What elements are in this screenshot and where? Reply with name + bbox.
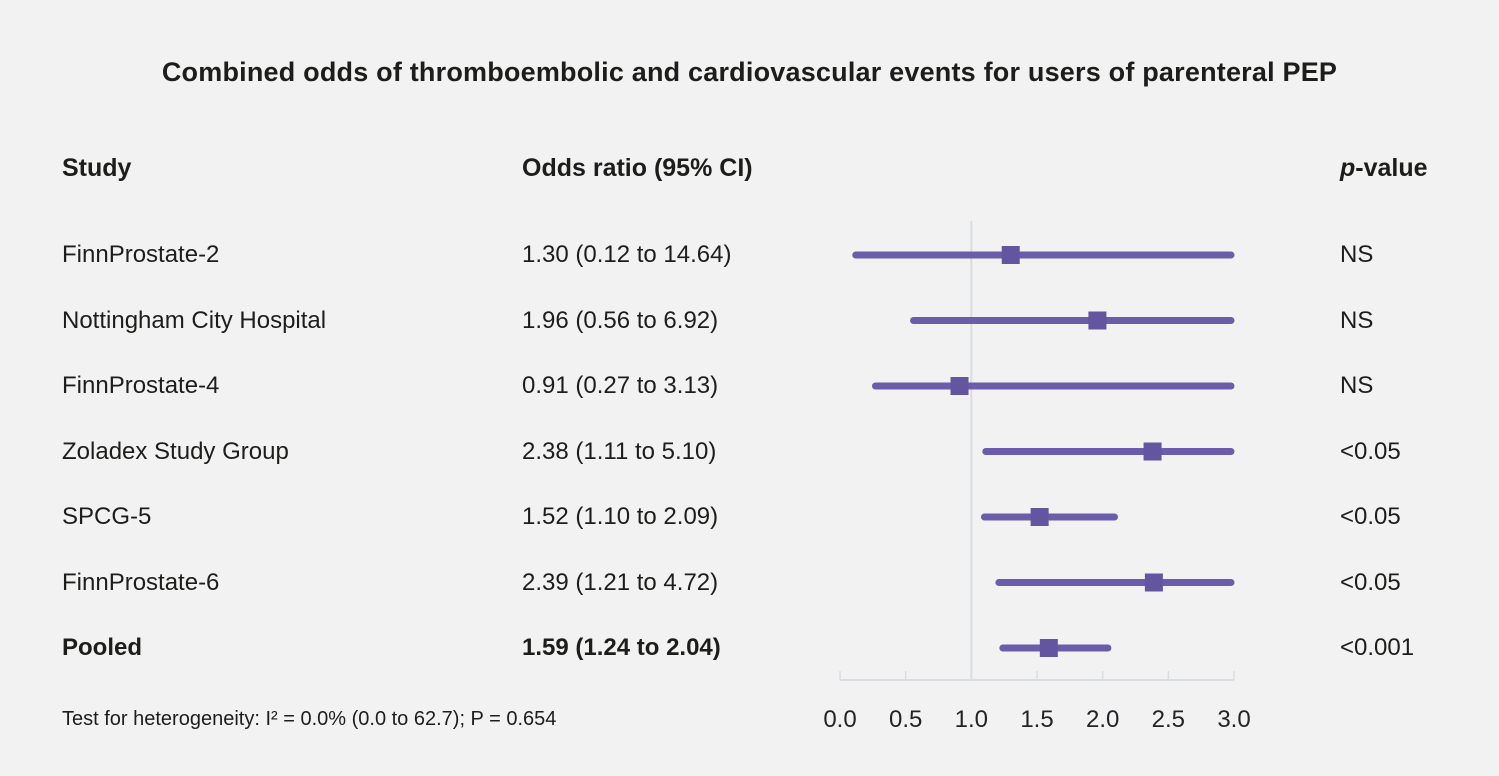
x-tick-label: 0.0 xyxy=(823,706,856,733)
p-value-label: NS xyxy=(1340,306,1374,334)
odds-ratio-label: 2.39 (1.21 to 4.72) xyxy=(522,568,719,596)
odds-ratio-label: 1.96 (0.56 to 6.92) xyxy=(522,306,719,334)
chart-title: Combined odds of thromboembolic and card… xyxy=(161,57,1338,87)
table-row: FinnProstate-4 0.91 (0.27 to 3.13) NS xyxy=(0,371,1499,401)
p-value-label: <0.05 xyxy=(1340,437,1401,465)
table-row: FinnProstate-2 1.30 (0.12 to 14.64) NS xyxy=(0,240,1499,270)
or-marker xyxy=(1088,311,1107,330)
or-marker xyxy=(1030,508,1049,526)
x-tick-label: 1.5 xyxy=(1020,706,1053,733)
x-tick-label: 3.0 xyxy=(1217,706,1250,733)
odds-ratio-label: 0.91 (0.27 to 3.13) xyxy=(522,372,719,399)
x-tick-label: 2.0 xyxy=(1086,706,1119,733)
study-label: FinnProstate-6 xyxy=(62,568,220,596)
study-label: FinnProstate-4 xyxy=(62,372,220,399)
p-value-label: NS xyxy=(1340,372,1374,399)
or-marker xyxy=(1039,639,1058,657)
table-row: Zoladex Study Group 2.38 (1.11 to 5.10) <0… xyxy=(0,437,1499,467)
study-label: FinnProstate-2 xyxy=(62,241,220,268)
study-column-header: Study xyxy=(62,154,132,182)
or-marker xyxy=(1143,442,1162,461)
study-label: SPCG-5 xyxy=(62,503,152,530)
odds-ratio-label: 1.52 (1.10 to 2.09) xyxy=(522,503,719,530)
p-value-label: NS xyxy=(1340,241,1374,268)
x-tick-label: 2.5 xyxy=(1152,706,1185,733)
x-tick-label: 1.0 xyxy=(955,706,988,733)
column-header-row: Study Odds ratio (95% CI) p-value xyxy=(0,153,1499,183)
odds-ratio-label: 2.38 (1.11 to 5.10) xyxy=(522,437,717,465)
p-value-header-italic-p: p xyxy=(1340,154,1356,182)
or-marker xyxy=(1144,573,1163,592)
odds-ratio-label: 1.59 (1.24 to 2.04) xyxy=(522,634,721,661)
odds-ratio-label: 1.30 (0.12 to 14.64) xyxy=(522,241,732,268)
p-value-label: <0.05 xyxy=(1340,568,1401,596)
p-value-header-rest: -value xyxy=(1355,154,1428,182)
study-label: Nottingham City Hospital xyxy=(62,306,327,334)
p-value-label: <0.05 xyxy=(1340,503,1401,530)
table-row: Pooled 1.59 (1.24 to 2.04) <0.001 xyxy=(0,633,1499,663)
p-value-column-header: p-value xyxy=(1340,153,1428,183)
p-value-label: <0.001 xyxy=(1340,634,1415,661)
study-label: Zoladex Study Group xyxy=(62,437,289,465)
or-marker xyxy=(950,377,969,395)
table-row: Nottingham City Hospital 1.96 (0.56 to 6.… xyxy=(0,306,1499,336)
or-marker xyxy=(1001,246,1020,264)
study-label: Pooled xyxy=(62,634,143,661)
heterogeneity-note: Test for heterogeneity: I² = 0.0% (0.0 t… xyxy=(62,708,557,730)
x-tick-label: 0.5 xyxy=(889,706,922,733)
table-row: SPCG-5 1.52 (1.10 to 2.09) <0.05 xyxy=(0,502,1499,532)
odds-ratio-column-header: Odds ratio (95% CI) xyxy=(522,154,753,182)
table-row: FinnProstate-6 2.39 (1.21 to 4.72) <0.05 xyxy=(0,568,1499,598)
